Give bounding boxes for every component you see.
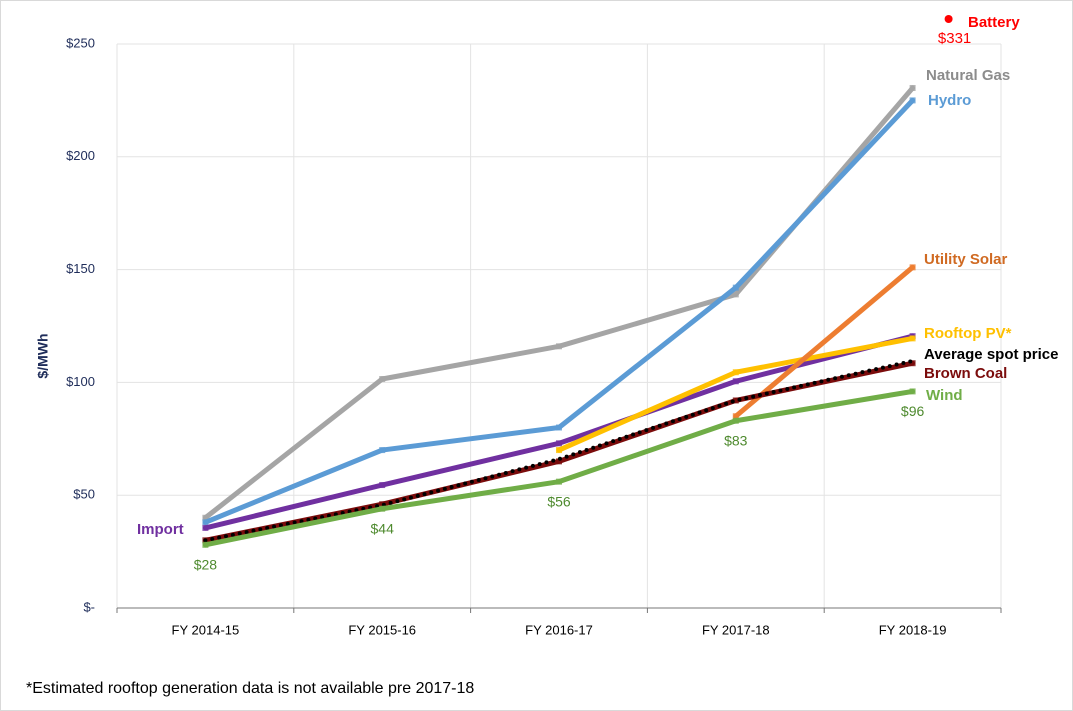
x-tick-label: FY 2018-19 [879, 622, 947, 637]
series-label: Battery [968, 14, 1020, 31]
series-label: Import [137, 521, 184, 538]
data-label: $96 [901, 403, 925, 419]
series-line [203, 358, 915, 543]
series-marker [732, 397, 739, 404]
series-marker [909, 84, 916, 91]
series-marker [732, 378, 739, 385]
data-label: $28 [194, 557, 218, 573]
y-tick-label: $250 [66, 35, 95, 50]
series-marker [556, 478, 562, 485]
series-label: Wind [926, 387, 963, 404]
series-label: Brown Coal [924, 365, 1007, 382]
series-line [733, 264, 916, 419]
series-marker [732, 417, 739, 424]
series-marker [732, 369, 739, 376]
series-marker [379, 376, 386, 383]
x-tick-label: FY 2016-17 [525, 622, 593, 637]
x-tick-label: FY 2017-18 [702, 622, 770, 637]
data-label: $56 [547, 493, 571, 509]
series-marker [556, 447, 562, 454]
data-label: $331 [938, 30, 971, 47]
series-marker [202, 519, 209, 526]
series-marker [202, 524, 209, 531]
series-marker [909, 97, 916, 104]
series-marker [556, 440, 562, 447]
series-label: Average spot price [924, 346, 1059, 363]
series-marker [379, 482, 386, 489]
data-label: $83 [724, 432, 748, 448]
series-point [944, 15, 953, 23]
series-marker [202, 514, 209, 521]
series-marker [909, 360, 916, 367]
series-marker [732, 284, 739, 291]
series-marker [732, 413, 739, 420]
x-tick-label: FY 2015-16 [348, 622, 416, 637]
series-marker [379, 505, 386, 512]
footnote: *Estimated rooftop generation data is no… [26, 680, 474, 697]
series-label: Utility Solar [924, 251, 1008, 268]
x-tick-label: FY 2014-15 [172, 622, 240, 637]
series-marker [556, 458, 562, 465]
y-tick-label: $- [83, 599, 95, 614]
series-marker [556, 343, 562, 350]
y-tick-label: $100 [66, 374, 95, 389]
y-axis-label: $/MWh [35, 333, 51, 378]
series-marker [202, 541, 209, 548]
series-label: Rooftop PV* [924, 325, 1012, 342]
series-marker [379, 447, 386, 454]
data-label: $44 [371, 520, 395, 536]
y-tick-label: $150 [66, 261, 95, 276]
series-marker [909, 388, 916, 395]
series-marker [909, 335, 916, 342]
series-marker [732, 291, 739, 298]
series-label: Hydro [928, 92, 971, 109]
series-marker [909, 264, 916, 271]
y-tick-label: $50 [73, 487, 95, 502]
series-marker [556, 424, 562, 431]
series-label: Natural Gas [926, 67, 1010, 84]
y-tick-label: $200 [66, 148, 95, 163]
